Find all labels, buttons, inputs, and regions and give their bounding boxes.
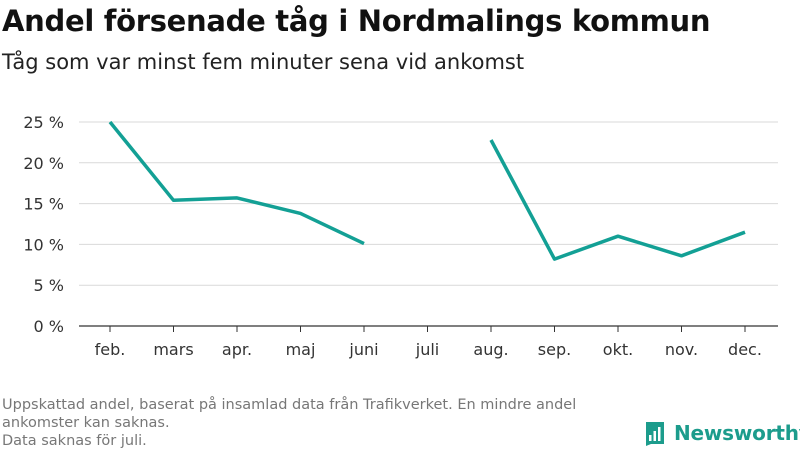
newsworthy-logo: Newsworthy [644,420,800,446]
x-tick-label: sep. [538,340,571,359]
newsworthy-logo-text: Newsworthy [674,421,800,445]
newsworthy-logo-icon [646,422,664,446]
y-tick-label: 0 % [34,317,64,336]
y-tick-label: 20 % [23,154,64,173]
x-axis: feb. mars apr. maj juni juli aug. sep. okt. nov. d… [95,326,762,359]
chart-subtitle: Tåg som var minst fem minuter sena vid a… [2,50,525,74]
y-tick-label: 25 % [23,113,64,132]
y-tick-label: 10 % [23,235,64,254]
x-tick-label: feb. [95,340,126,359]
grid-lines [79,121,778,327]
y-tick-label: 15 % [23,195,64,214]
line-chart: 0 % 5 % 10 % 15 % 20 % 25 % feb. mars apr. maj ju… [23,113,778,359]
chart-title: Andel försenade tåg i Nordmalings kommun [2,4,711,38]
x-tick-label: mars [153,340,193,359]
x-tick-label: dec. [728,340,762,359]
series-line-segment [108,120,365,246]
footnote-line: Data saknas för juli. [2,433,147,449]
y-tick-label: 5 % [34,276,64,295]
footnote: Uppskattad andel, baserat på insamlad da… [2,396,642,450]
x-tick-label: nov. [665,340,698,359]
footnote-line: Uppskattad andel, baserat på insamlad da… [2,397,577,413]
x-tick-label: aug. [473,340,508,359]
x-tick-label: apr. [222,340,252,359]
x-tick-label: maj [286,340,316,359]
footnote-line: ankomster kan saknas. [2,415,170,431]
series-line-segment [489,139,746,261]
x-tick-label: juli [415,340,439,359]
y-axis-labels: 0 % 5 % 10 % 15 % 20 % 25 % [23,113,64,336]
x-tick-label: okt. [603,340,633,359]
series-lines [108,120,746,261]
x-tick-label: juni [348,340,378,359]
